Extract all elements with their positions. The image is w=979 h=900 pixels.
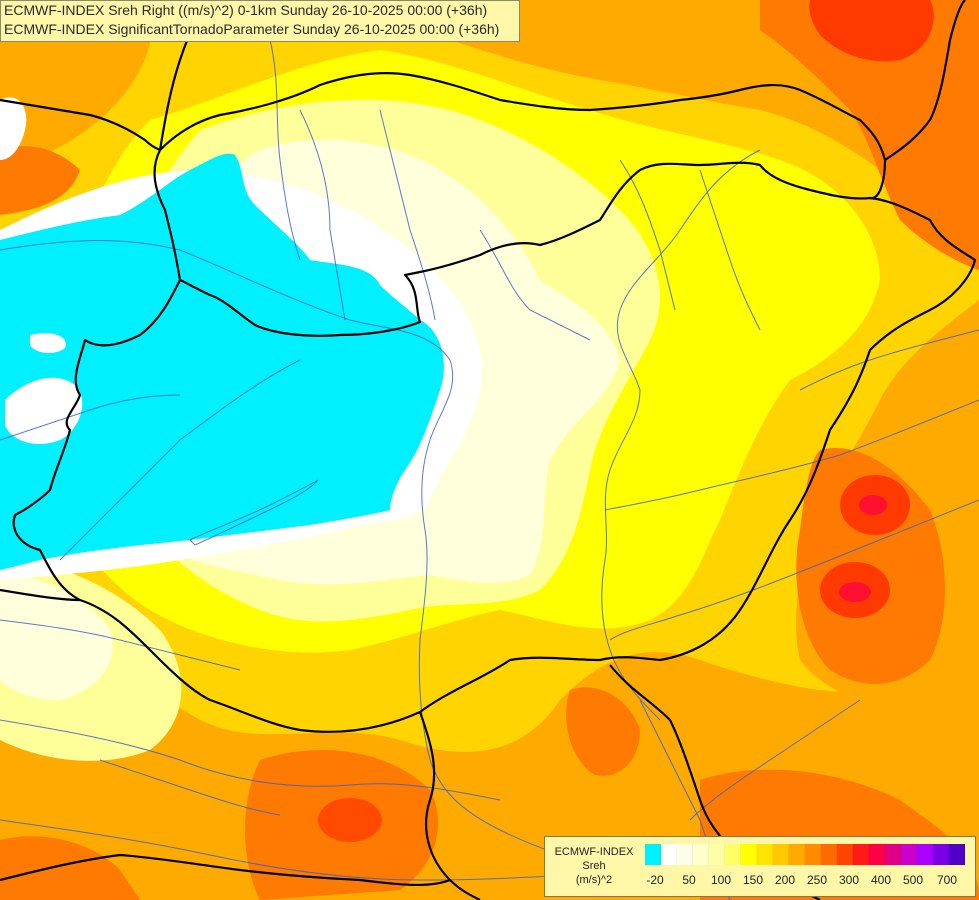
river-mur [0,619,241,671]
legend-swatch-0 [645,844,661,865]
river-morava [269,39,301,261]
legend-tick-label: 300 [838,873,860,887]
legend-swatch-1 [661,844,677,865]
legend-tick-label: 100 [710,873,732,887]
border-austria-czechia [0,98,161,152]
field-red-southwest-spot [318,798,382,842]
field-white-holes-1 [30,333,66,354]
river-vah [299,109,346,321]
legend-swatch-8 [773,844,789,865]
legend-swatch-18 [933,844,949,865]
legend-tick-label: 50 [682,873,696,887]
river-zala [99,759,281,816]
river-hron [379,109,436,321]
field-darkorange-south [566,687,640,776]
legend-swatch-2 [677,844,693,865]
field-red-northeast [809,0,934,62]
field-darkorange-sw-corner [0,836,140,900]
river-timis [689,699,861,821]
border-slovenia-croatia [0,588,81,602]
river-mures [609,499,979,641]
field-cyan [0,153,444,570]
legend-swatch-13 [853,844,869,865]
legend-tick-label: 150 [742,873,764,887]
legend-swatch-9 [789,844,805,865]
legend-swatch-15 [885,844,901,865]
field-orange-northwest [0,0,153,170]
legend-swatch-19 [949,844,965,865]
river-lake-balaton [189,479,319,546]
river-hernad [619,159,676,311]
legend-swatch-12 [837,844,853,865]
river-enns [0,394,181,441]
field-crimson-east-spot-1 [859,495,887,515]
river-raba [59,359,301,561]
river-drava [0,719,501,801]
river-ipoly [479,229,591,341]
colorbar-legend: ECMWF-INDEX Sreh (m/s)^2 -20 50 100 150 200 2… [544,836,976,897]
legend-tick-label: -20 [646,873,664,887]
legend-ticks: -20 50 100 150 200 250 300 400 500 700 [645,873,967,889]
legend-tick-label: 400 [870,873,892,887]
field-crimson-east-spot-2 [839,582,871,602]
river-tisza [601,149,761,721]
river-sava [0,819,651,881]
legend-swatches [645,844,965,865]
legend-swatch-14 [869,844,885,865]
legend-tick-label: 250 [806,873,828,887]
legend-tick-label: 700 [936,873,958,887]
legend-variable: Sreh [582,860,606,872]
legend-tick-label: 200 [774,873,796,887]
river-koros [604,399,979,511]
legend-swatch-5 [725,844,741,865]
border-slovakia-north [159,71,887,200]
border-ukraine-romania [884,0,966,161]
legend-swatch-10 [805,844,821,865]
border-austria-slovakia [153,149,182,281]
legend-swatch-16 [901,844,917,865]
legend-swatch-4 [709,844,725,865]
river-danube [0,240,621,881]
legend-swatch-17 [917,844,933,865]
border-croatia-serbia [418,711,481,900]
border-croatia-bosnia [0,853,451,886]
field-white-holes-2 [5,377,83,445]
legend-swatch-7 [757,844,773,865]
map-title-box: ECMWF-INDEX Sreh Right ((m/s)^2) 0-1km S… [0,0,520,42]
legend-caption: ECMWF-INDEX Sreh (m/s)^2 [545,845,643,887]
legend-source: ECMWF-INDEX [554,846,634,858]
legend-swatch-6 [741,844,757,865]
field-darkorange-northeast [760,0,979,270]
border-hungary [12,161,977,733]
river-bodrog [699,169,761,331]
title-line-sreh: ECMWF-INDEX Sreh Right ((m/s)^2) 0-1km S… [4,2,488,18]
title-line-stp: ECMWF-INDEX SignificantTornadoParameter … [4,21,500,37]
legend-tick-label: 500 [902,873,924,887]
rivers [0,39,979,900]
river-somes [799,329,979,391]
legend-swatch-3 [693,844,709,865]
field-darkorange-nw-corner [0,146,80,215]
legend-swatch-11 [821,844,837,865]
field-white-northwest [0,97,27,160]
legend-unit: (m/s)^2 [575,874,613,886]
field-cream-west [0,570,113,700]
